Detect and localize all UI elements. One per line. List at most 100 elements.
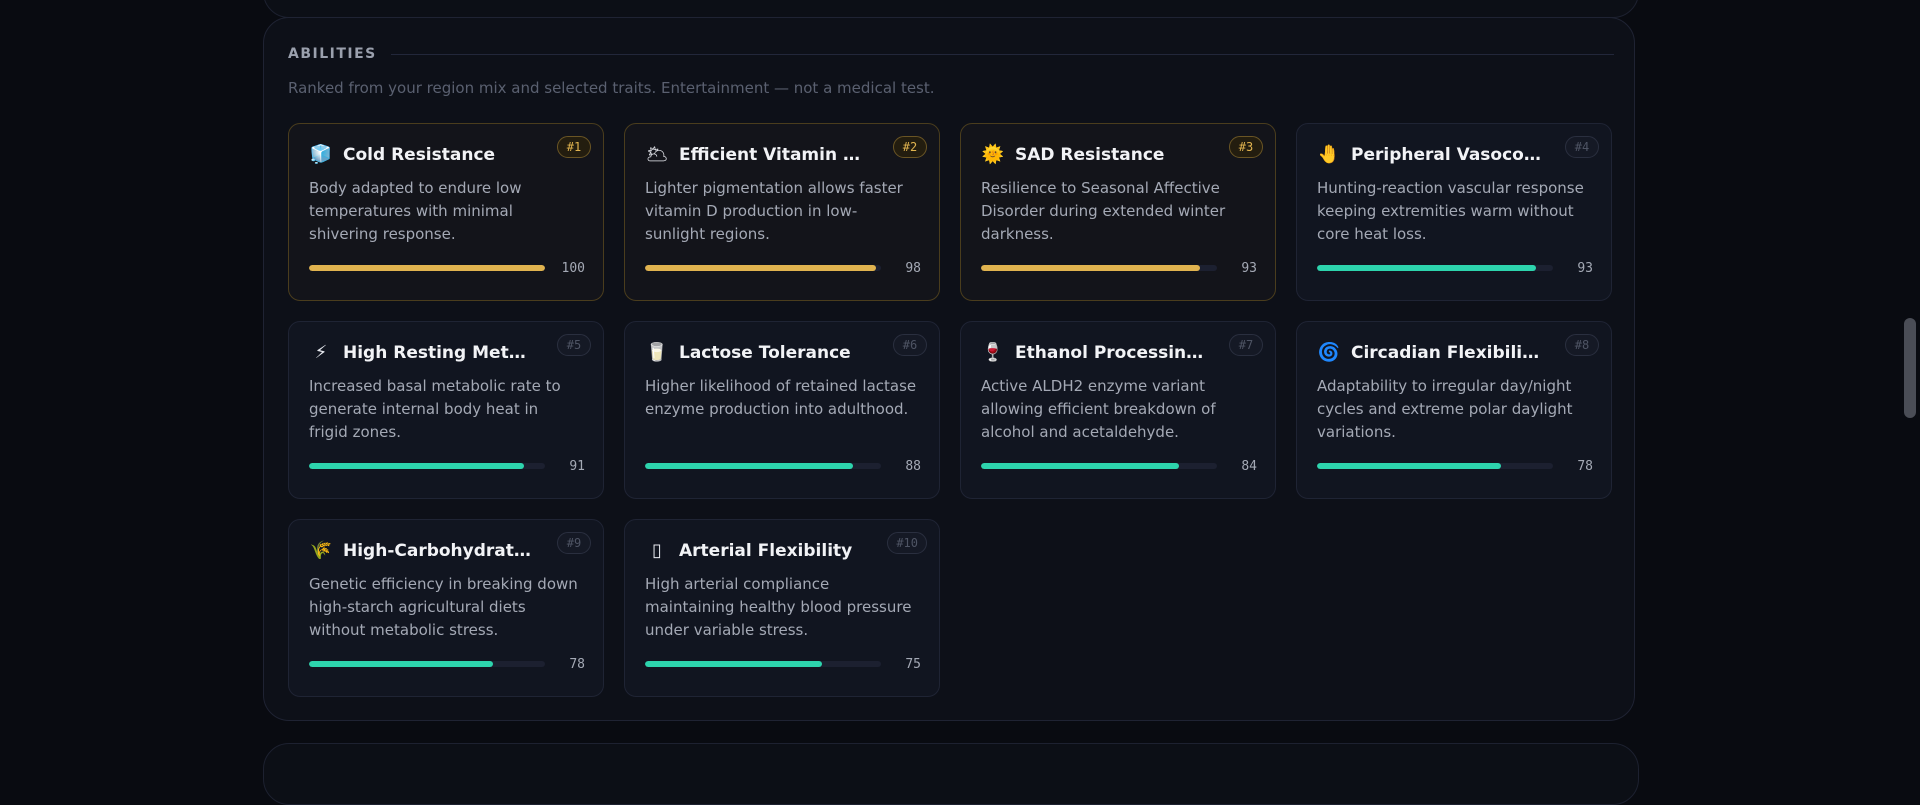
wine-glass-icon: 🍷 <box>981 342 1005 363</box>
ability-description: Active ALDH2 enzyme variant allowing eff… <box>981 377 1216 441</box>
ability-title: Cold Resistance <box>343 145 496 165</box>
ability-description: Body adapted to endure low temperatures … <box>309 179 522 243</box>
ability-card[interactable]: 🍷 Ethanol Processing Effi… #7 Active ALD… <box>960 321 1276 499</box>
score-bar-track <box>1317 265 1553 271</box>
ability-card[interactable]: 🌾 High-Carbohydrate M… #9 Genetic effici… <box>288 519 604 697</box>
previous-section-panel <box>263 0 1639 18</box>
section-header: ABILITIES <box>288 46 1614 62</box>
score-bar-track <box>645 661 881 667</box>
score-bar-fill <box>1317 265 1537 271</box>
milk-glass-icon: 🥛 <box>645 342 669 363</box>
score-value: 93 <box>1577 260 1593 276</box>
ability-title: High Resting Metaboli… <box>343 343 533 363</box>
rank-badge: #2 <box>893 136 927 158</box>
score-value: 84 <box>1241 458 1257 474</box>
rank-badge: #10 <box>887 532 927 554</box>
score-row: 88 <box>645 458 921 474</box>
rank-badge: #8 <box>1565 334 1599 356</box>
next-section-panel <box>263 743 1639 805</box>
ability-title: Arterial Flexibility <box>679 541 853 561</box>
ability-card[interactable]: ▯ Arterial Flexibility #10 High arterial… <box>624 519 940 697</box>
ability-description: Hunting-reaction vascular response keepi… <box>1317 179 1584 243</box>
score-bar-track <box>981 463 1217 469</box>
score-row: 93 <box>981 260 1257 276</box>
rank-badge: #7 <box>1229 334 1263 356</box>
ability-title: SAD Resistance <box>1015 145 1165 165</box>
score-row: 93 <box>1317 260 1593 276</box>
ability-card-header: ▯ Arterial Flexibility <box>645 538 869 564</box>
score-bar-track <box>981 265 1217 271</box>
rank-badge: #4 <box>1565 136 1599 158</box>
ability-card-header: 🤚 Peripheral Vasoconstr… <box>1317 142 1541 168</box>
score-row: 75 <box>645 656 921 672</box>
ability-card-header: 🌀 Circadian Flexibility <box>1317 340 1541 366</box>
sun-behind-cloud-icon: 🌥 <box>645 144 669 165</box>
missing-glyph-icon: ▯ <box>652 540 662 561</box>
score-bar-fill <box>645 661 822 667</box>
rank-badge: #6 <box>893 334 927 356</box>
ability-title: Ethanol Processing Effi… <box>1015 343 1205 363</box>
ability-description: Adaptability to irregular day/night cycl… <box>1317 377 1573 441</box>
ability-card-header: 🌥 Efficient Vitamin D Sy… <box>645 142 869 168</box>
score-bar-track <box>645 265 881 271</box>
ability-card[interactable]: 🥛 Lactose Tolerance #6 Higher likelihood… <box>624 321 940 499</box>
ability-title: High-Carbohydrate M… <box>343 541 533 561</box>
score-value: 93 <box>1241 260 1257 276</box>
score-bar-track <box>309 265 545 271</box>
score-value: 98 <box>905 260 921 276</box>
ability-description: High arterial compliance maintaining hea… <box>645 575 912 639</box>
score-bar-fill <box>645 265 877 271</box>
section-subtitle: Ranked from your region mix and selected… <box>288 79 935 97</box>
abilities-panel: ABILITIES Ranked from your region mix an… <box>263 17 1635 721</box>
ability-description: Genetic efficiency in breaking down high… <box>309 575 578 639</box>
rank-badge: #1 <box>557 136 591 158</box>
score-bar-fill <box>309 265 545 271</box>
score-value: 88 <box>905 458 921 474</box>
lightning-icon: ⚡ <box>314 342 328 363</box>
ability-card[interactable]: 🌥 Efficient Vitamin D Sy… #2 Lighter pig… <box>624 123 940 301</box>
ability-card-header: 🥛 Lactose Tolerance <box>645 340 869 366</box>
section-title: ABILITIES <box>288 46 377 62</box>
rank-badge: #9 <box>557 532 591 554</box>
score-bar-fill <box>645 463 853 469</box>
ability-title: Peripheral Vasoconstr… <box>1351 145 1541 165</box>
ability-card[interactable]: 🌀 Circadian Flexibility #8 Adaptability … <box>1296 321 1612 499</box>
ability-card-header: 🌞 SAD Resistance <box>981 142 1205 168</box>
ability-card-header: 🧊 Cold Resistance <box>309 142 533 168</box>
ability-title: Lactose Tolerance <box>679 343 851 363</box>
score-row: 78 <box>1317 458 1593 474</box>
score-bar-track <box>1317 463 1553 469</box>
score-row: 78 <box>309 656 585 672</box>
score-row: 98 <box>645 260 921 276</box>
score-value: 78 <box>1577 458 1593 474</box>
section-divider <box>390 53 1614 55</box>
hand-icon: 🤚 <box>1317 144 1341 165</box>
sheaf-of-rice-icon: 🌾 <box>309 540 333 561</box>
ice-cube-icon: 🧊 <box>309 144 333 165</box>
score-value: 91 <box>569 458 585 474</box>
ability-title: Circadian Flexibility <box>1351 343 1541 363</box>
ability-card[interactable]: 🌞 SAD Resistance #3 Resilience to Season… <box>960 123 1276 301</box>
ability-card[interactable]: ⚡ High Resting Metaboli… #5 Increased ba… <box>288 321 604 499</box>
score-value: 100 <box>561 260 585 276</box>
ability-description: Higher likelihood of retained lactase en… <box>645 377 917 418</box>
score-row: 84 <box>981 458 1257 474</box>
page-scrollbar-thumb[interactable] <box>1904 318 1916 418</box>
ability-card-header: 🌾 High-Carbohydrate M… <box>309 538 533 564</box>
score-value: 75 <box>905 656 921 672</box>
rank-badge: #3 <box>1229 136 1263 158</box>
abilities-grid: 🧊 Cold Resistance #1 Body adapted to end… <box>288 123 1612 697</box>
ability-description: Lighter pigmentation allows faster vitam… <box>645 179 903 243</box>
score-bar-fill <box>309 463 524 469</box>
score-bar-track <box>309 661 545 667</box>
ability-card[interactable]: 🤚 Peripheral Vasoconstr… #4 Hunting-reac… <box>1296 123 1612 301</box>
score-bar-fill <box>981 463 1180 469</box>
ability-card[interactable]: 🧊 Cold Resistance #1 Body adapted to end… <box>288 123 604 301</box>
score-bar-track <box>645 463 881 469</box>
ability-description: Resilience to Seasonal Affective Disorde… <box>981 179 1226 243</box>
score-row: 91 <box>309 458 585 474</box>
ability-title: Efficient Vitamin D Sy… <box>679 145 869 165</box>
score-bar-fill <box>981 265 1201 271</box>
score-value: 78 <box>569 656 585 672</box>
ability-card-header: ⚡ High Resting Metaboli… <box>309 340 533 366</box>
